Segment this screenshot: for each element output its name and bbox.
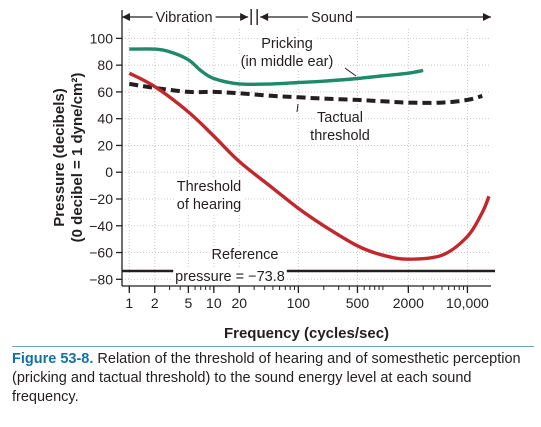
caption-rule	[12, 346, 534, 347]
x-tick-label: 100	[287, 295, 311, 311]
hearing-label-background	[174, 197, 244, 213]
y-tick-label: −20	[89, 191, 113, 207]
chart: 100 80 60 40 20 0 −20 −40 −60 −80 1 2 5 10 20 100 500 200…	[51, 9, 495, 342]
x-tick-label: 10,000	[446, 295, 489, 311]
plot-area	[122, 29, 491, 286]
tactual-label-line: threshold	[310, 128, 370, 144]
hearing-label-line: of hearing	[177, 197, 242, 213]
pricking-label-line: (in middle ear)	[241, 54, 334, 70]
tactual-label-background	[315, 110, 365, 126]
tactual-label-background	[308, 128, 372, 144]
reference-value-label-line: pressure = −73.8	[175, 269, 285, 285]
pricking-leader	[344, 67, 357, 77]
y-axis-title: Pressure (decibels)	[51, 88, 68, 226]
y-tick-label: 40	[97, 111, 113, 127]
y-tick-label: −60	[89, 245, 113, 261]
pricking-label-background	[259, 36, 315, 52]
top-label-background	[152, 10, 216, 26]
pricking-curve	[129, 47, 424, 87]
top-label-background	[308, 10, 356, 26]
x-axis-title: Frequency (cycles/sec)	[224, 325, 389, 342]
x-tick-label: 5	[184, 295, 192, 311]
x-tick-label: 1	[125, 295, 133, 311]
tactual-leader	[296, 103, 299, 113]
pricking-label-background	[238, 54, 336, 70]
reference-label-background	[209, 247, 281, 263]
tactual-threshold-curve	[129, 81, 483, 105]
y-tick-label: 60	[97, 84, 113, 100]
vibration-label: Vibration	[156, 10, 213, 26]
y-tick-label: 0	[105, 164, 113, 180]
y-tick-label: 100	[90, 30, 114, 46]
tactual-label-line: Tactual	[317, 110, 363, 126]
x-tick-label: 10	[206, 295, 222, 311]
x-tick-label: 2	[151, 295, 159, 311]
y-tick-label: −80	[89, 271, 113, 287]
y-tick-label: −40	[89, 218, 113, 234]
vibration-left-arrow	[122, 13, 130, 21]
y-tick-label: 80	[97, 57, 113, 73]
y-axis-subtitle: (0 decibel = 1 dyne/cm²)	[69, 73, 86, 243]
x-tick-label: 500	[346, 295, 370, 311]
caption-text: Relation of the threshold of hearing and…	[12, 351, 521, 405]
x-tick-label: 20	[231, 295, 247, 311]
y-tick-label: 20	[97, 137, 113, 153]
pricking-label-line: Pricking	[261, 36, 313, 52]
x-tick-label: 2000	[393, 295, 424, 311]
hearing-threshold-curve	[128, 71, 491, 261]
reference-value-label-background	[173, 269, 287, 285]
sound-left-arrow	[260, 13, 269, 21]
figure-caption: Figure 53-8. Relation of the threshold o…	[12, 346, 534, 407]
hearing-label-line: Threshold	[177, 179, 241, 195]
sound-right-arrow	[483, 13, 491, 21]
figure-number: Figure 53-8.	[12, 351, 94, 367]
sound-label: Sound	[311, 10, 353, 26]
hearing-label-background	[174, 179, 244, 195]
vibration-right-arrow	[240, 13, 249, 21]
reference-label-line: Reference	[212, 247, 279, 263]
